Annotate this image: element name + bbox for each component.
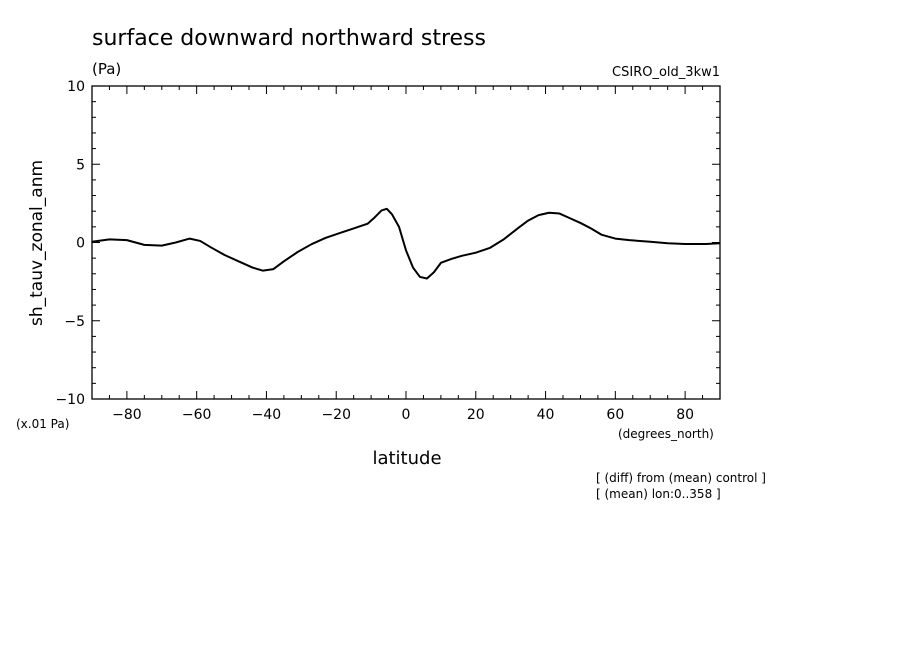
chart-title: surface downward northward stress	[92, 26, 486, 51]
y-tick-label: −5	[64, 314, 85, 330]
x-tick-label: −20	[321, 407, 351, 423]
x-tick-label: 0	[402, 407, 411, 423]
y-tick-label: 5	[76, 157, 85, 173]
x-tick-label: 80	[676, 407, 694, 423]
model-label: CSIRO_old_3kw1	[612, 65, 720, 80]
note-mean: [ (mean) lon:0..358 ]	[596, 487, 721, 501]
plot-frame	[91, 85, 721, 400]
x-tick-label: −80	[112, 407, 142, 423]
y-tick-label: 10	[67, 79, 85, 95]
x-tick-label: −40	[252, 407, 282, 423]
note-diff: [ (diff) from (mean) control ]	[596, 471, 766, 485]
y-tick-label: 0	[76, 236, 85, 252]
x-tick-label: −60	[182, 407, 212, 423]
units-label: (Pa)	[92, 60, 121, 78]
x-tick-labels: −80 −60 −40 −20 0 20 40 60 80	[112, 407, 694, 423]
y-tick-label: −10	[55, 392, 85, 408]
x-ticks	[91, 86, 721, 399]
y-axis-label: sh_tauv_zonal_anm	[27, 160, 47, 326]
x-axis-label: latitude	[372, 448, 441, 469]
x-units-label: (degrees_north)	[618, 427, 714, 441]
x-tick-label: 20	[467, 407, 485, 423]
y-units-label: (x.01 Pa)	[16, 417, 69, 431]
y-tick-labels: 10 5 0 −5 −10	[55, 79, 85, 408]
x-tick-label: 60	[606, 407, 624, 423]
data-line	[91, 207, 721, 280]
y-ticks	[92, 85, 720, 400]
x-tick-label: 40	[537, 407, 555, 423]
